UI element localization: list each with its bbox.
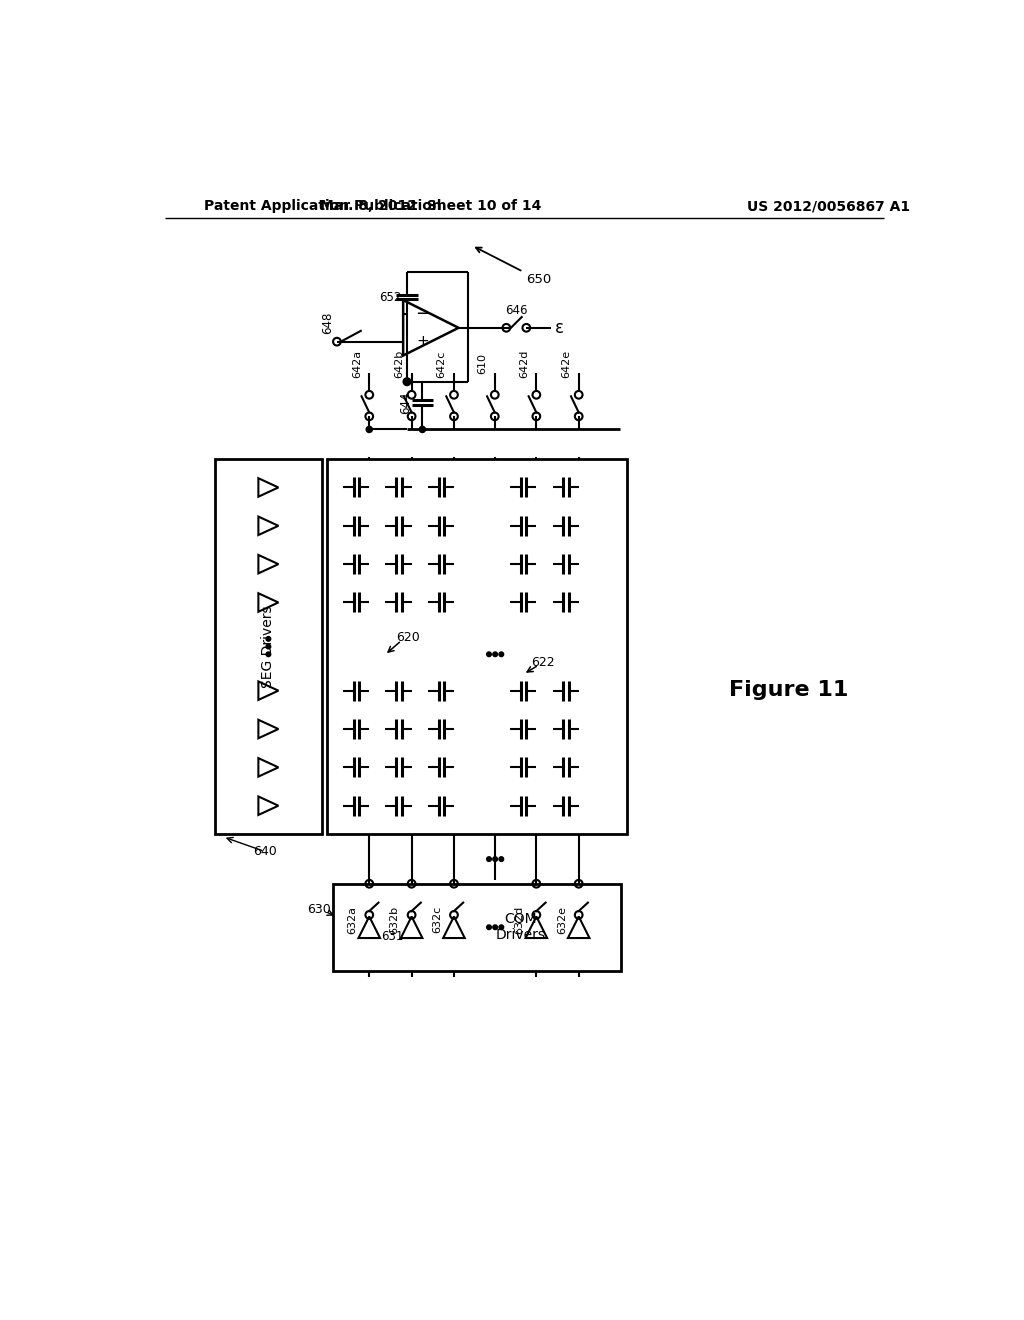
Circle shape (493, 857, 498, 862)
Bar (553, 680, 587, 701)
Text: 642b: 642b (394, 350, 404, 378)
Circle shape (266, 636, 270, 642)
Bar (343, 795, 377, 817)
Bar (343, 680, 377, 701)
Text: Mar. 8, 2012  Sheet 10 of 14: Mar. 8, 2012 Sheet 10 of 14 (321, 199, 542, 213)
Bar (553, 515, 587, 537)
Text: 631: 631 (381, 931, 403, 942)
Bar (428, 718, 462, 739)
Text: 632d: 632d (514, 906, 524, 933)
Bar (553, 795, 587, 817)
Bar (215, 459, 322, 834)
Bar (428, 680, 462, 701)
Text: COM
Drivers: COM Drivers (496, 912, 545, 942)
Circle shape (493, 925, 498, 929)
Text: −: − (416, 305, 431, 323)
Bar (510, 553, 544, 576)
Text: 646: 646 (505, 305, 527, 317)
Text: 642e: 642e (561, 350, 571, 378)
Bar (553, 756, 587, 779)
Bar (428, 795, 462, 817)
Bar (385, 795, 419, 817)
Circle shape (499, 652, 504, 656)
Circle shape (499, 857, 504, 862)
Bar (343, 756, 377, 779)
Bar (385, 718, 419, 739)
Bar (428, 756, 462, 779)
Text: Figure 11: Figure 11 (729, 680, 849, 700)
Bar (385, 553, 419, 576)
Text: 644: 644 (399, 391, 412, 413)
Bar (343, 718, 377, 739)
Text: 632c: 632c (432, 906, 442, 933)
Text: 622: 622 (530, 656, 554, 669)
Circle shape (367, 426, 373, 433)
Text: 640: 640 (253, 845, 276, 858)
Bar (510, 477, 544, 498)
Bar (327, 459, 628, 834)
Bar (343, 477, 377, 498)
Circle shape (419, 426, 425, 433)
Text: 632b: 632b (390, 906, 399, 933)
Text: 648: 648 (322, 312, 334, 334)
Bar (553, 718, 587, 739)
Text: Patent Application Publication: Patent Application Publication (204, 199, 441, 213)
Circle shape (403, 378, 411, 385)
Text: 632e: 632e (557, 906, 566, 933)
Bar (510, 756, 544, 779)
Bar (385, 515, 419, 537)
Text: 642a: 642a (352, 350, 361, 378)
Bar (333, 884, 621, 970)
Bar (510, 591, 544, 614)
Circle shape (486, 857, 492, 862)
Text: 642d: 642d (519, 350, 529, 378)
Bar (343, 553, 377, 576)
Text: ε: ε (555, 319, 564, 337)
Bar (510, 795, 544, 817)
Text: 642c: 642c (436, 350, 446, 378)
Text: 652: 652 (379, 290, 401, 304)
Circle shape (266, 644, 270, 649)
Circle shape (486, 925, 492, 929)
Circle shape (493, 652, 498, 656)
Text: +: + (417, 334, 429, 350)
Bar (385, 680, 419, 701)
Text: US 2012/0056867 A1: US 2012/0056867 A1 (746, 199, 909, 213)
Text: 620: 620 (396, 631, 420, 644)
Bar (428, 515, 462, 537)
Text: 632a: 632a (347, 906, 357, 933)
Text: 630: 630 (307, 903, 331, 916)
Bar (428, 591, 462, 614)
Text: 610: 610 (477, 354, 487, 375)
Bar (553, 553, 587, 576)
Bar (510, 718, 544, 739)
Bar (385, 477, 419, 498)
Bar (553, 591, 587, 614)
Bar (385, 756, 419, 779)
Bar (343, 591, 377, 614)
Bar (428, 553, 462, 576)
Bar (510, 515, 544, 537)
Text: 650: 650 (476, 248, 551, 286)
Circle shape (499, 925, 504, 929)
Bar (428, 477, 462, 498)
Bar (510, 680, 544, 701)
Bar (343, 515, 377, 537)
Bar (553, 477, 587, 498)
Circle shape (486, 652, 492, 656)
Bar (385, 591, 419, 614)
Circle shape (266, 652, 270, 656)
Text: SEG Drivers: SEG Drivers (261, 606, 275, 688)
